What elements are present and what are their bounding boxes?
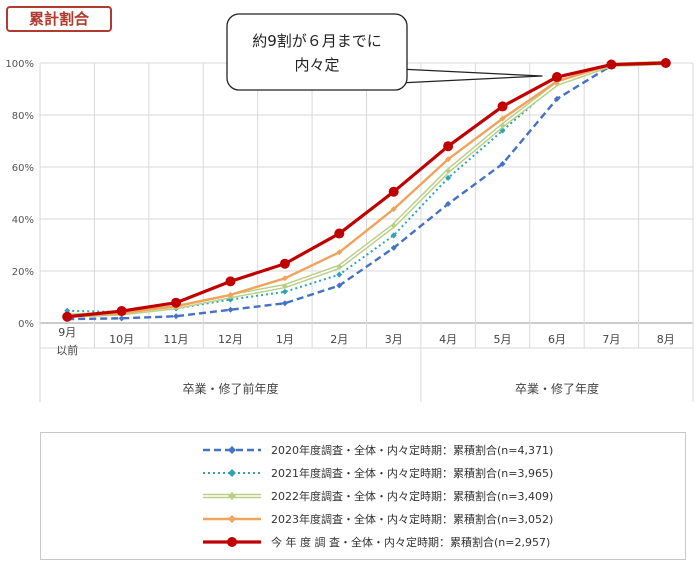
- legend-label: 2020年度調査・全体・内々定時期：累積割合(n=4,371): [271, 444, 554, 457]
- series-point: [281, 288, 288, 295]
- y-tick-label: 100%: [5, 59, 34, 70]
- x-group-label: 卒業・修了前年度: [182, 381, 278, 396]
- legend-swatch: [203, 515, 261, 523]
- legend-item: 今 年 度 調 査・全体・内々定時期：累積割合(n=2,957): [201, 532, 550, 552]
- series-point: [390, 222, 397, 229]
- y-axis: 0% 20% 40% 60% 80% 100%: [5, 59, 34, 330]
- x-tick-label: 8月: [657, 333, 675, 346]
- series-point: [553, 95, 560, 102]
- legend-label: 今 年 度 調 査・全体・内々定時期：累積割合(n=2,957): [271, 536, 551, 549]
- x-tick-label: 12月: [218, 333, 243, 346]
- series-line: [67, 61, 666, 319]
- legend-item: 2023年度調査・全体・内々定時期：累積割合(n=3,052): [201, 509, 553, 529]
- series-point: [173, 313, 180, 320]
- x-tick-label: 1月: [276, 333, 294, 346]
- x-tick-label: 7月: [602, 333, 620, 346]
- legend: 2020年度調査・全体・内々定時期：累積割合(n=4,371) 2021年度調査・…: [40, 432, 686, 560]
- legend-swatch: [203, 446, 261, 454]
- series-point: [499, 160, 506, 167]
- series-point: [281, 275, 288, 282]
- series-layer: [62, 58, 671, 323]
- series-point: [225, 276, 236, 287]
- series-point: [497, 101, 508, 112]
- series-point: [336, 271, 343, 278]
- section-badge: 累計割合: [6, 6, 112, 32]
- grid-lines: [39, 62, 694, 402]
- legend-label: 2021年度調査・全体・内々定時期：累積割合(n=3,965): [271, 467, 554, 480]
- series-point: [281, 300, 288, 307]
- x-tick-label: 11月: [164, 333, 189, 346]
- y-tick-label: 60%: [12, 163, 34, 174]
- x-tick-label: 6月: [548, 333, 566, 346]
- series-point: [279, 258, 290, 269]
- series-point: [336, 249, 343, 256]
- series-point: [118, 315, 125, 322]
- series-point: [551, 72, 562, 83]
- x-tick-label: 2月: [330, 333, 348, 346]
- series-point: [499, 122, 506, 129]
- series-point: [227, 306, 234, 313]
- series-point: [62, 311, 73, 322]
- x-tick-label: 5月: [494, 333, 512, 346]
- x-tick-label: 以前: [56, 343, 78, 357]
- series-point: [499, 115, 506, 122]
- x-group-label: 卒業・修了年度: [515, 381, 599, 396]
- series-point: [227, 291, 234, 298]
- x-tick-label: 4月: [439, 333, 457, 346]
- legend-swatch: [203, 537, 261, 547]
- legend-label: 2023年度調査・全体・内々定時期：累積割合(n=3,052): [271, 513, 554, 526]
- legend-swatch: [203, 469, 261, 477]
- callout: 約9割が６月までに 内々定: [226, 13, 543, 91]
- x-tick-label: 10月: [109, 333, 134, 346]
- series-point: [281, 283, 288, 290]
- series-point: [388, 186, 399, 197]
- legend-label: 2022年度調査・全体・内々定時期：累積割合(n=3,409): [271, 490, 554, 503]
- series-point: [336, 282, 343, 289]
- series-point: [443, 141, 454, 152]
- y-tick-label: 80%: [12, 111, 34, 122]
- series-point: [390, 206, 397, 213]
- x-tick-label: 3月: [385, 333, 403, 346]
- series-point: [334, 228, 345, 239]
- series-line: [67, 61, 666, 318]
- series-point: [390, 232, 397, 239]
- callout-line-2: 内々定: [294, 56, 339, 74]
- legend-item: 2020年度調査・全体・内々定時期：累積割合(n=4,371): [201, 440, 553, 460]
- series-point: [336, 263, 343, 270]
- legend-item: 2022年度調査・全体・内々定時期：累積割合(n=3,409): [201, 486, 553, 506]
- legend-item: 2021年度調査・全体・内々定時期：累積割合(n=3,965): [201, 463, 553, 483]
- series-point: [445, 174, 452, 181]
- x-tick-label: 9月: [58, 326, 76, 339]
- series-point: [390, 244, 397, 251]
- y-tick-label: 20%: [12, 267, 34, 278]
- callout-line-1: 約9割が６月までに: [252, 32, 382, 50]
- callout-box: [226, 13, 408, 91]
- series-point: [445, 200, 452, 207]
- series-point: [171, 297, 182, 308]
- series-point: [660, 58, 671, 68]
- series-point: [445, 167, 452, 174]
- series-5: [62, 58, 671, 322]
- series-point: [606, 59, 617, 70]
- series-line: [67, 61, 666, 321]
- series-point: [445, 156, 452, 163]
- y-tick-label: 0%: [18, 319, 34, 330]
- series-point: [116, 306, 127, 317]
- y-tick-label: 40%: [12, 215, 34, 226]
- legend-swatch: [203, 492, 261, 500]
